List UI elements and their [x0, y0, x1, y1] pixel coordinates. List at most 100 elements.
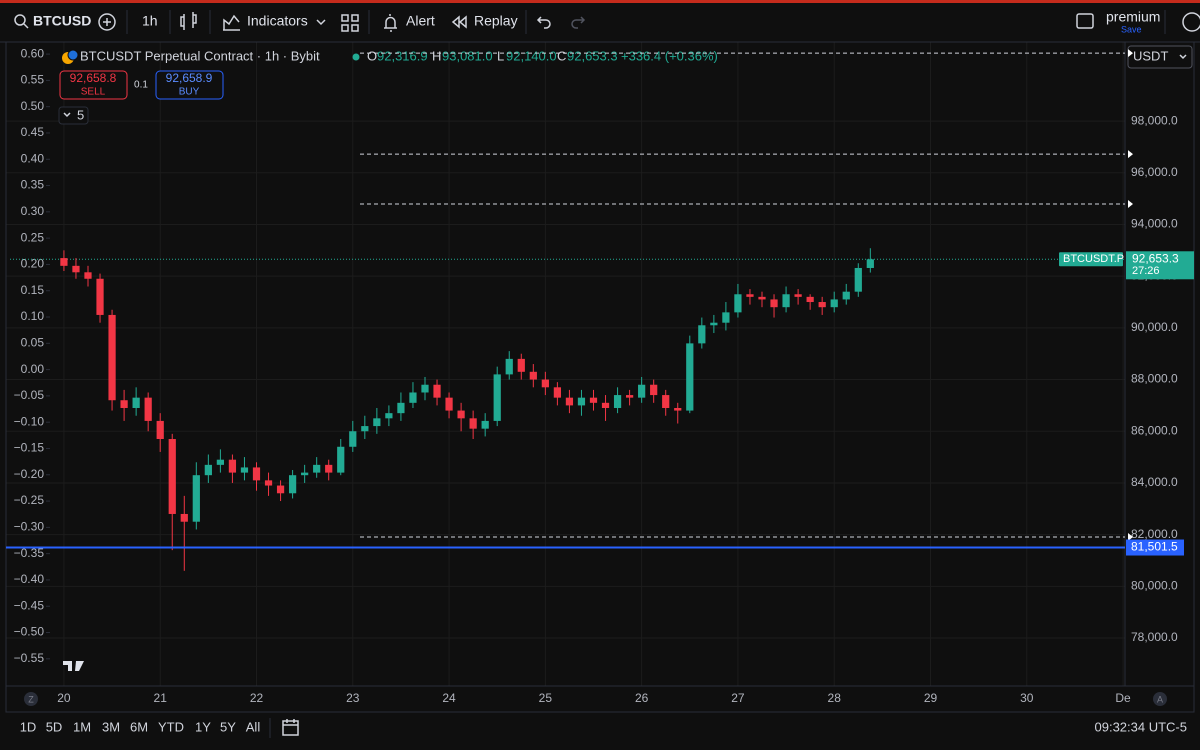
- countdown: 27:26: [1132, 265, 1160, 277]
- profile-button[interactable]: [1182, 12, 1200, 32]
- legend-l-label: L: [497, 48, 504, 63]
- candle-body: [349, 431, 357, 447]
- buy-button[interactable]: [155, 70, 224, 100]
- y2-tick-label: 0.45: [21, 125, 45, 139]
- sell-price: 92,658.8: [70, 71, 117, 85]
- indicators-dropdown[interactable]: [316, 19, 326, 26]
- save-button[interactable]: Save: [1121, 24, 1142, 34]
- candle-body: [252, 467, 261, 481]
- candle-body: [108, 314, 116, 401]
- candle-body: [674, 407, 682, 411]
- level-marker: [1128, 532, 1133, 541]
- y2-tick-label: 0.15: [21, 283, 45, 297]
- candle-body: [830, 299, 838, 308]
- order-quantity[interactable]: 0.1: [134, 80, 148, 91]
- redo-button[interactable]: [571, 16, 586, 29]
- candle-body: [589, 397, 598, 403]
- candle-body: [565, 397, 574, 406]
- sell-label: SELL: [81, 87, 106, 98]
- legend-low: 92,140.0: [506, 48, 557, 63]
- candle-body: [180, 513, 188, 522]
- candle-body: [168, 439, 176, 514]
- y-tick-label: 86,000.0: [1131, 423, 1178, 437]
- sell-button[interactable]: [59, 70, 128, 100]
- clock: 09:32:34 UTC-5: [1095, 719, 1188, 734]
- candle-body: [132, 397, 140, 408]
- range-button[interactable]: 5Y: [220, 719, 236, 734]
- interval[interactable]: 1h: [142, 13, 158, 29]
- range-button[interactable]: 1Y: [195, 719, 211, 734]
- x-tick-label: 21: [154, 691, 168, 705]
- candle-body: [144, 397, 152, 421]
- scale-left: Z: [28, 694, 34, 704]
- x-tick-label: 27: [731, 691, 745, 705]
- y2-tick-label: −0.05: [14, 388, 45, 402]
- alert-button[interactable]: Alert: [406, 13, 435, 29]
- level-marker: [1128, 200, 1133, 209]
- level-marker: [1128, 49, 1133, 58]
- candle-body: [625, 395, 634, 398]
- undo-button[interactable]: [536, 16, 551, 29]
- candle-body: [96, 278, 104, 315]
- range-button[interactable]: 6M: [130, 719, 148, 734]
- y2-tick-label: 0.50: [21, 99, 45, 113]
- candle-body: [770, 299, 778, 308]
- indicators-button[interactable]: Indicators: [247, 13, 308, 29]
- range-button[interactable]: All: [246, 719, 261, 734]
- compare-button[interactable]: [98, 13, 116, 31]
- fullscreen-button[interactable]: [1076, 13, 1094, 29]
- y2-tick-label: −0.35: [14, 546, 45, 560]
- candle-body: [421, 384, 429, 393]
- x-tick-label: 29: [924, 691, 938, 705]
- candle-body: [457, 410, 465, 419]
- scale-right: A: [1157, 694, 1163, 704]
- depth-value: 5: [77, 107, 84, 122]
- depth-toggle[interactable]: [58, 106, 89, 125]
- price-line-label: 81,501.5: [1131, 540, 1178, 554]
- candle-body: [517, 358, 525, 372]
- coin-icon: [67, 49, 79, 61]
- candle-body: [854, 267, 862, 292]
- y2-tick-label: 0.30: [21, 204, 45, 218]
- candle-body: [276, 485, 285, 494]
- date-range-button[interactable]: [282, 719, 299, 736]
- price-line-label-box: [1126, 539, 1184, 556]
- indicators-icon: [223, 14, 240, 31]
- y2-tick-label: −0.45: [14, 598, 45, 612]
- y2-tick-label: −0.15: [14, 441, 45, 455]
- candle-body: [842, 291, 850, 300]
- candle-body: [397, 402, 405, 414]
- replay-button[interactable]: Replay: [474, 13, 518, 29]
- x-tick-label: 24: [442, 691, 456, 705]
- symbol-search[interactable]: BTCUSD: [14, 13, 91, 29]
- candle-body: [698, 325, 706, 344]
- candle-body: [60, 258, 68, 266]
- last-price-box: [1126, 251, 1194, 280]
- y2-tick-label: −0.30: [14, 520, 45, 534]
- range-button[interactable]: YTD: [158, 719, 184, 734]
- candle-body: [541, 379, 549, 388]
- x-tick-label: 30: [1020, 691, 1034, 705]
- chart-type-button[interactable]: [180, 12, 197, 30]
- legend-open: 92,316.9: [377, 48, 428, 63]
- candle-body: [650, 384, 658, 396]
- scale-right-button[interactable]: [1153, 692, 1167, 706]
- y-tick-label: 82,000.0: [1131, 527, 1178, 541]
- range-button[interactable]: 5D: [46, 719, 63, 734]
- range-button[interactable]: 1M: [73, 719, 91, 734]
- candle-body: [866, 259, 874, 268]
- y2-tick-label: 0.40: [21, 151, 45, 165]
- candle-body: [553, 387, 562, 398]
- depth-chevron: [63, 112, 71, 118]
- scale-left-button[interactable]: [24, 692, 38, 706]
- layouts-button[interactable]: [341, 14, 359, 32]
- candle-body: [818, 302, 826, 308]
- range-button[interactable]: 3M: [102, 719, 120, 734]
- top-edge: [0, 0, 1200, 3]
- account-name[interactable]: premium: [1106, 9, 1160, 25]
- symbol[interactable]: BTCUSD: [33, 13, 91, 29]
- candle-body: [204, 464, 212, 476]
- range-button[interactable]: 1D: [20, 719, 37, 734]
